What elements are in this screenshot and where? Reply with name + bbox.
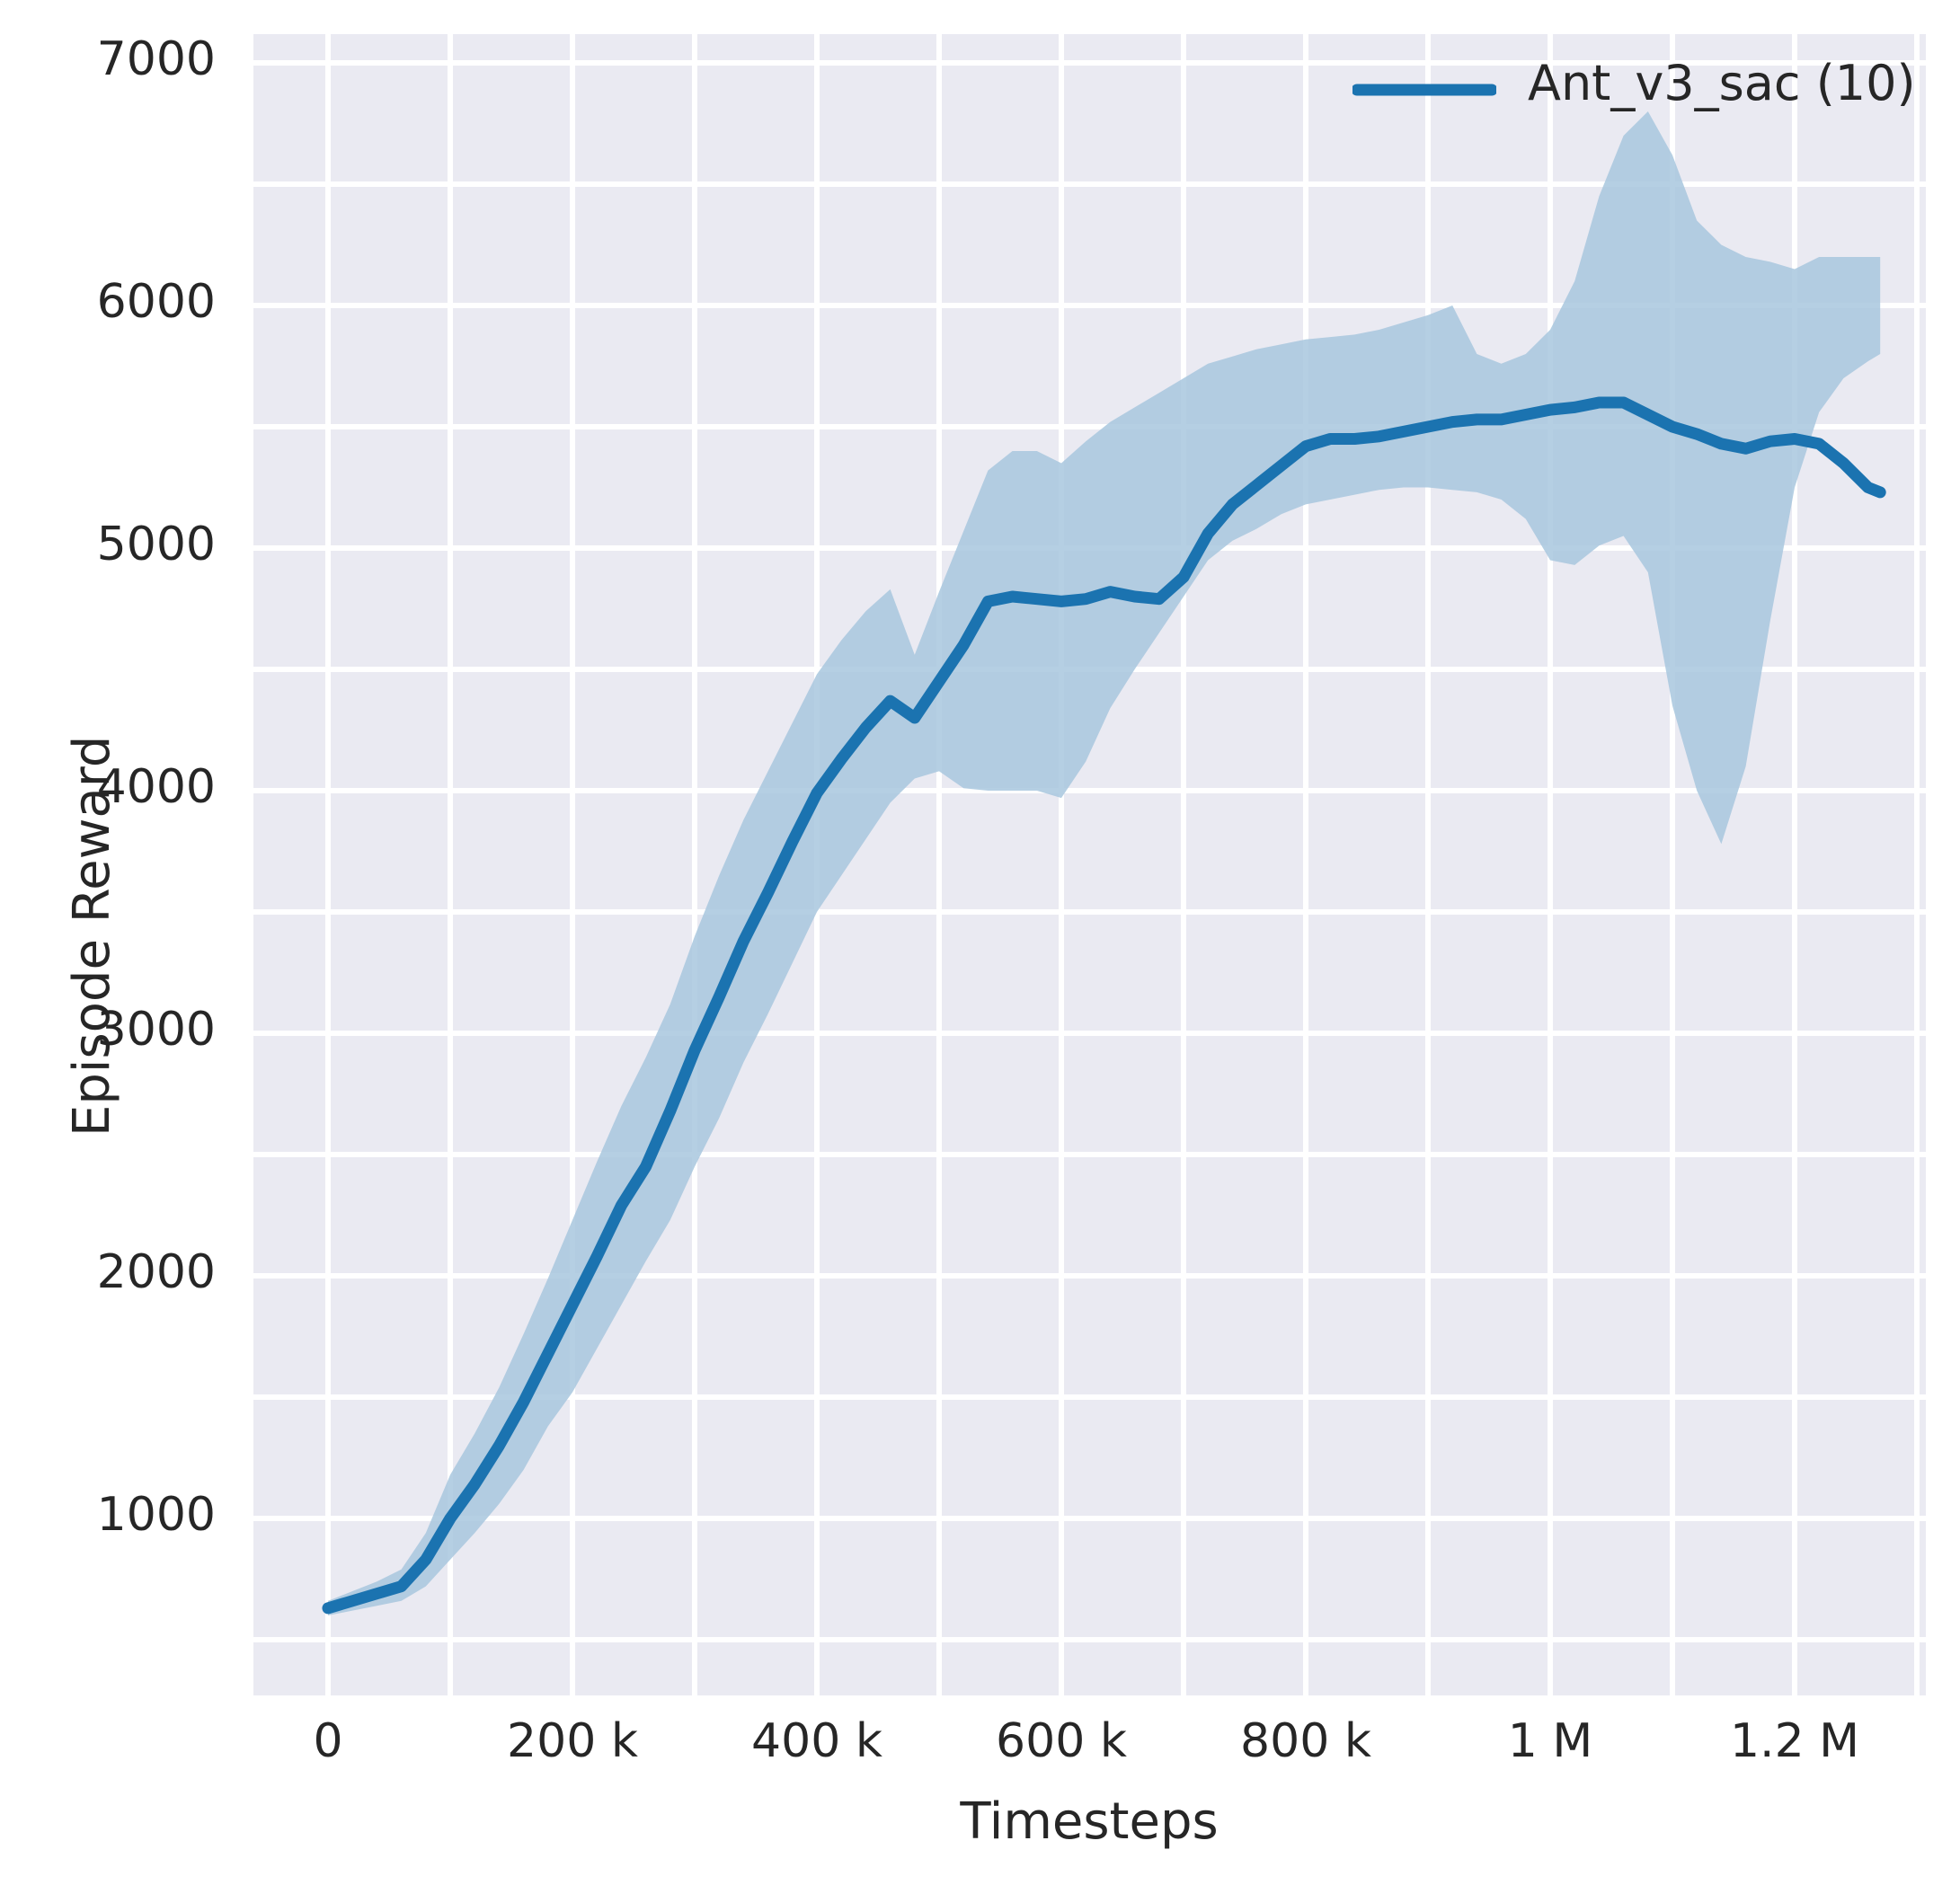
y-tick-label: 7000 <box>96 32 216 86</box>
legend-entry-label: Ant_v3_sac (10) <box>1528 55 1916 111</box>
x-tick-label: 600 k <box>996 1714 1127 1768</box>
x-tick-label: 0 <box>313 1714 343 1768</box>
y-axis-title: Episode Reward <box>63 735 121 1137</box>
chart-legend: Ant_v3_sac (10) <box>1352 49 1916 130</box>
confidence-band <box>328 111 1881 1615</box>
legend-line-swatch <box>1352 84 1496 96</box>
x-tick-label: 1.2 M <box>1729 1714 1860 1768</box>
y-tick-label: 5000 <box>96 518 216 571</box>
y-tick-label: 1000 <box>96 1488 216 1542</box>
series-line <box>322 396 1886 1615</box>
y-tick-label: 4000 <box>96 760 216 814</box>
y-tick-label: 2000 <box>96 1245 216 1299</box>
x-axis-title: Timesteps <box>960 1792 1219 1851</box>
series-line-Ant_v3_sac (10) <box>322 396 1886 1615</box>
y-tick-label: 6000 <box>96 275 216 329</box>
x-tick-label: 200 k <box>507 1714 638 1768</box>
y-tick-label: 3000 <box>96 1003 216 1057</box>
series-band-Ant_v3_sac (10) <box>328 111 1881 1615</box>
x-tick-label: 400 k <box>751 1714 882 1768</box>
x-tick-label: 1 M <box>1507 1714 1593 1768</box>
x-tick-label: 800 k <box>1240 1714 1371 1768</box>
